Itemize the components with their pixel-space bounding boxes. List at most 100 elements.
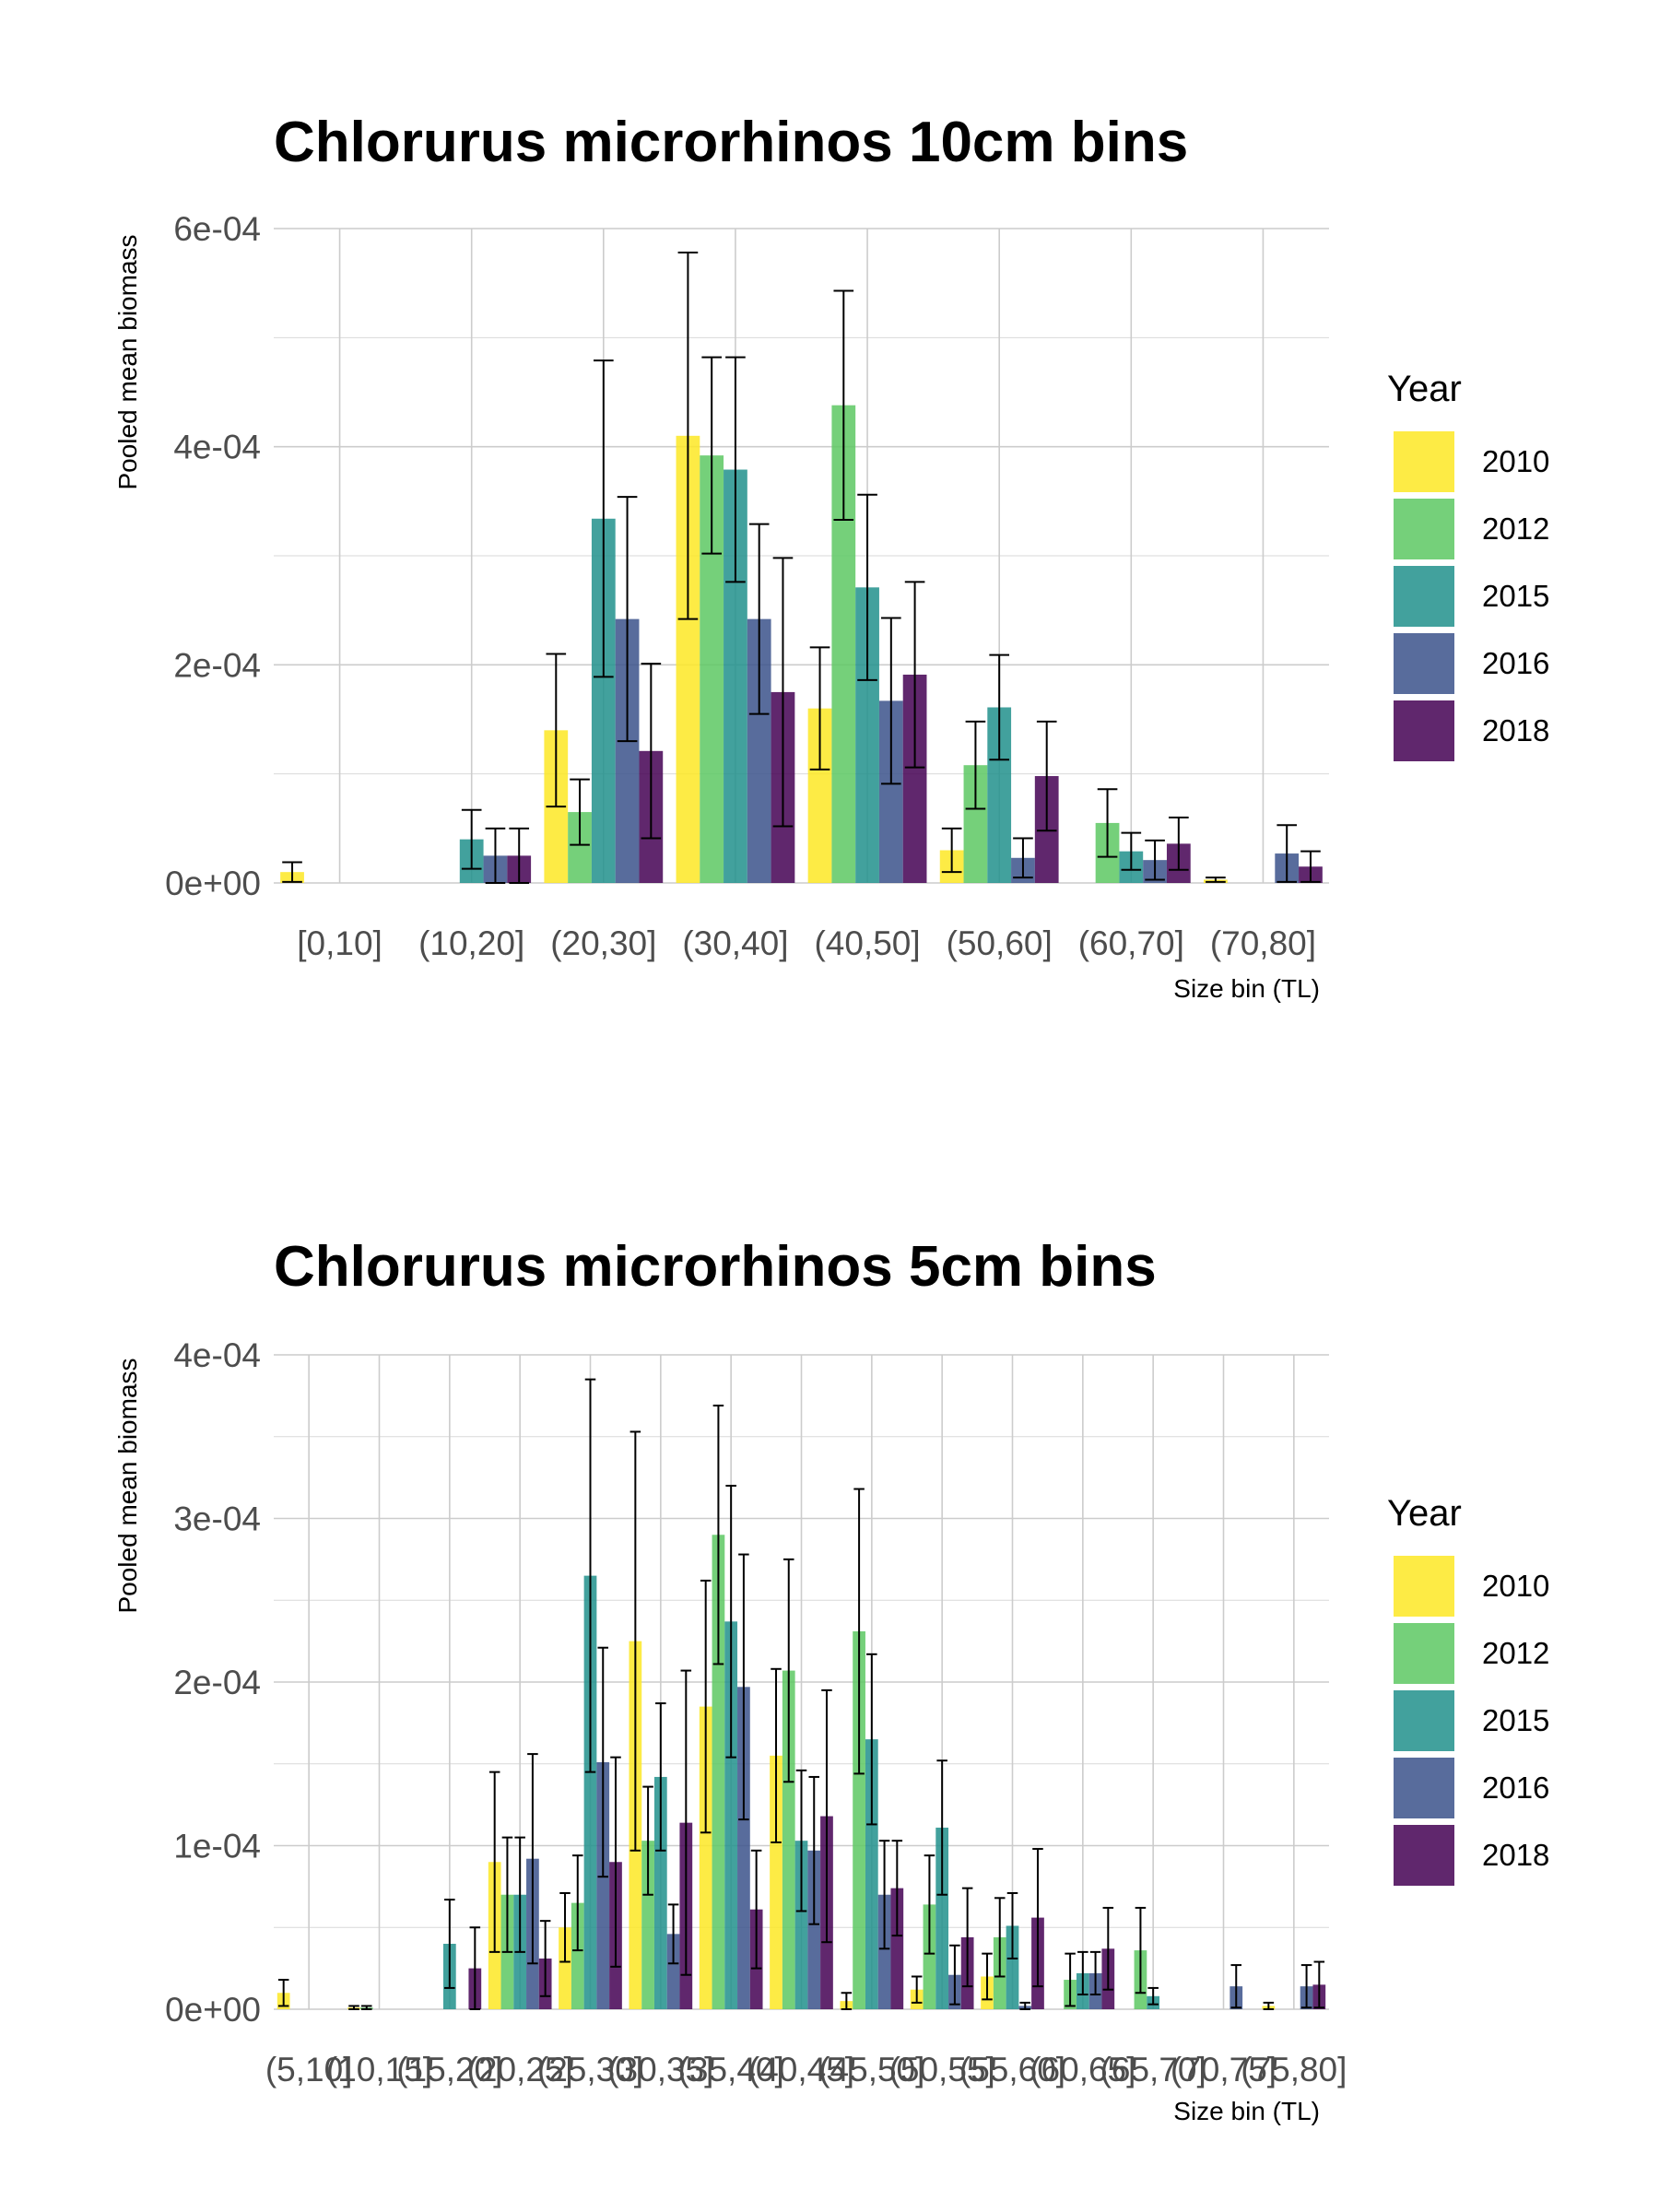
x-tick-label: (25,30] [537,2051,643,2088]
legend-swatch-2016 [1394,1758,1454,1818]
x-tick-label: (20,30] [550,924,656,962]
x-tick-label: (10,20] [418,924,524,962]
y-tick-label: 4e-04 [173,429,261,466]
error-bar-2016 [1089,1950,1101,1996]
x-tick-label: (40,45] [748,2051,854,2088]
error-bar-2015 [514,1836,525,1953]
error-bar-2016 [617,496,638,743]
legend-title: Year [1387,1493,1462,1534]
error-bar-2010 [282,861,302,883]
bar-2015 [724,1621,738,2009]
bar-2012 [712,1535,725,2009]
error-bar-2010 [941,827,962,874]
y-axis-label: Pooled mean biomass [113,1358,142,1613]
x-axis-label: Size bin (TL) [1173,974,1320,1003]
x-tick-label: (65,70] [1100,2051,1206,2088]
error-bar-2012 [782,1558,794,1783]
error-bar-2018 [539,1920,551,1997]
error-bar-2018 [680,1669,692,1976]
error-bar-2018 [1300,850,1321,883]
legend-label-2018: 2018 [1482,713,1549,747]
error-bar-2015 [1077,1950,1088,1996]
error-bar-2012 [853,1488,865,1775]
bar-2016 [596,1761,610,2009]
error-bar-2010 [1206,877,1226,883]
x-tick-label: (60,65] [1030,2051,1135,2088]
legend-swatch-2012 [1394,1623,1454,1684]
error-bar-2012 [1065,1952,1076,2007]
error-bar-2016 [748,523,770,715]
error-bar-2015 [1006,1891,1018,1959]
error-bar-2010 [546,653,567,808]
legend-label-2010: 2010 [1482,1569,1549,1603]
error-bar-2018 [1102,1906,1114,1991]
bar-2012 [923,1904,936,2009]
error-bar-2012 [833,289,854,521]
chart-panel-5cm: Chlorurus microrhinos 5cm bins Pooled me… [113,1235,1549,2125]
error-bar-2018 [610,1756,621,1968]
error-bar-2010 [348,2005,359,2010]
legend-label-2015: 2015 [1482,579,1549,613]
error-bar-2015 [593,359,614,678]
error-bar-2018 [469,1926,481,2010]
x-tick-label: (75,80] [1241,2051,1347,2088]
bar-2015 [865,1739,878,2009]
legend-swatch-2016 [1394,633,1454,694]
error-bar-2012 [712,1405,724,1665]
legend-swatch-2015 [1394,1690,1454,1751]
error-bar-2012 [501,1836,513,1953]
error-bar-2016 [1300,1964,1312,2009]
x-tick-label: (60,70] [1078,924,1184,962]
legend-label-2010: 2010 [1482,444,1549,478]
bar-2016 [737,1687,750,2009]
legend-swatch-2018 [1394,1825,1454,1886]
bar-2016 [807,1850,821,2009]
error-bar-2016 [485,827,506,884]
bar-2010 [770,1755,782,2009]
error-bar-2016 [878,1840,890,1950]
bar-2015 [794,1841,808,2009]
error-bar-2016 [1277,824,1298,883]
x-tick-label: (50,55] [889,2051,995,2088]
error-bar-2018 [641,663,662,840]
error-bar-2010 [277,1979,289,2007]
legend-label-2012: 2012 [1482,1636,1549,1670]
error-bar-2016 [667,1903,679,1965]
y-tick-label: 2e-04 [173,1664,261,1701]
x-tick-label: (30,35] [607,2051,713,2088]
legend-label-2016: 2016 [1482,1771,1549,1805]
chart-panel-10cm: Chlorurus microrhinos 10cm bins Pooled m… [113,111,1549,1003]
bar-2015 [653,1776,667,2009]
legend-label-2015: 2015 [1482,1703,1549,1737]
error-bar-2018 [961,1887,973,1988]
error-bar-2016 [738,1553,749,1821]
legend-swatch-2012 [1394,499,1454,559]
error-bar-2016 [1145,839,1165,881]
error-bar-2012 [924,1854,935,1955]
x-tick-label: (10,15] [326,2051,432,2088]
bar-2010 [559,1927,571,2009]
error-bar-2012 [1135,1906,1147,1994]
chart-title: Chlorurus microrhinos 10cm bins [274,111,1188,174]
error-bar-2012 [571,1854,583,1952]
legend-swatch-2015 [1394,566,1454,627]
y-tick-label: 0e+00 [165,865,261,902]
error-bar-2010 [809,646,830,771]
x-tick-label: (40,50] [814,924,920,962]
error-bar-2016 [808,1775,820,1925]
x-tick-label: (45,50] [818,2051,924,2088]
error-bar-2015 [655,1702,666,1852]
x-tick-label: (5,10] [265,2051,353,2088]
legend-label-2012: 2012 [1482,512,1549,546]
error-bar-2010 [677,252,699,620]
legend-swatch-2018 [1394,700,1454,761]
error-bar-2010 [771,1667,782,1843]
bar-2015 [1006,1925,1019,2009]
error-bar-2015 [857,493,877,681]
bar-2012 [853,1630,865,2009]
error-bar-2018 [772,557,794,828]
bar-2016 [877,1894,891,2009]
error-bar-2015 [725,1485,736,1759]
y-axis-label: Pooled mean biomass [113,234,142,489]
